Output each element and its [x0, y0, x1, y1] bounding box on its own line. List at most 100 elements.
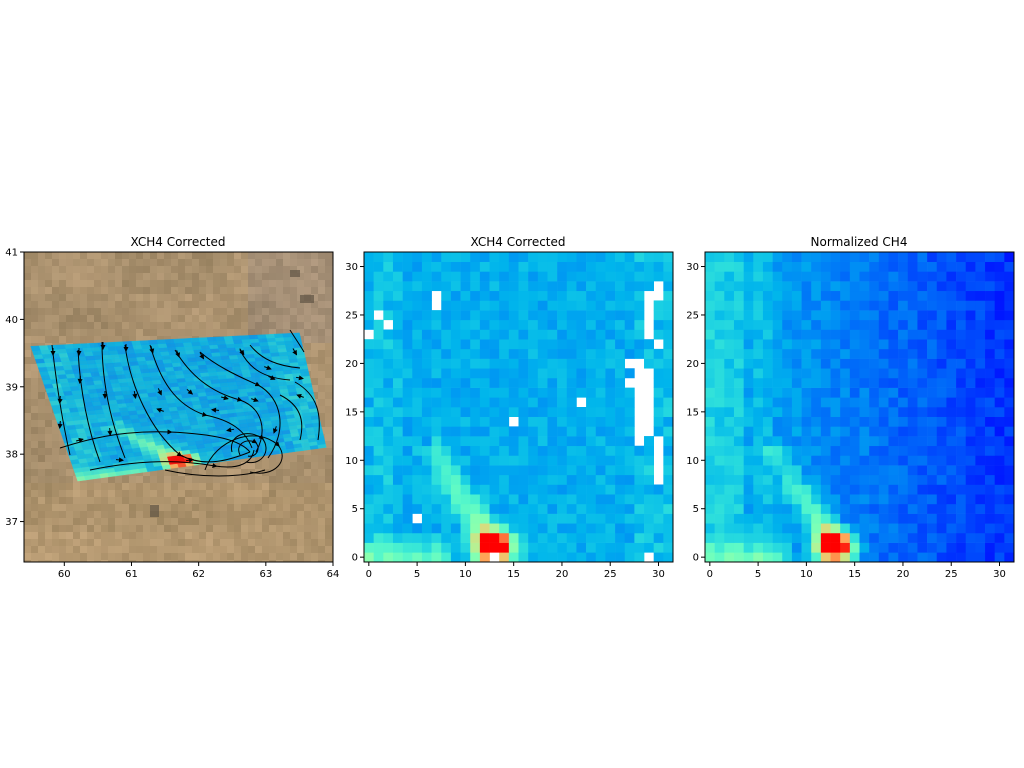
- swath-cell: [183, 345, 194, 351]
- heatmap-cell: [1004, 426, 1014, 437]
- background-tile: [199, 483, 207, 491]
- heatmap-cell: [869, 339, 880, 350]
- background-tile: [304, 462, 312, 470]
- swath-cell: [90, 371, 101, 377]
- background-tile: [115, 560, 123, 562]
- background-tile: [311, 336, 319, 344]
- background-tile: [59, 280, 67, 288]
- background-tile: [164, 525, 172, 533]
- heatmap-cell: [450, 484, 461, 495]
- heatmap-cell: [888, 523, 899, 534]
- background-tile: [38, 553, 46, 561]
- heatmap-cell: [595, 290, 606, 301]
- heatmap-cell: [927, 339, 938, 350]
- background-tile: [150, 322, 158, 330]
- background-tile: [73, 287, 81, 295]
- swath-cell: [43, 357, 54, 363]
- background-tile: [206, 294, 214, 302]
- panel-1-frame: [23, 251, 334, 563]
- heatmap-cell: [663, 416, 673, 427]
- background-tile: [45, 483, 53, 491]
- background-tile: [31, 315, 39, 323]
- heatmap-cell: [489, 329, 500, 340]
- heatmap-cell: [595, 407, 606, 417]
- heatmap-cell: [479, 348, 490, 359]
- background-tile: [213, 301, 221, 309]
- heatmap-cell: [985, 465, 995, 476]
- heatmap-cell: [537, 252, 548, 262]
- background-tile: [52, 420, 60, 428]
- heatmap-cell: [724, 532, 735, 543]
- x-tick-label: 30: [652, 569, 665, 580]
- background-tile: [227, 266, 235, 274]
- swath-cell: [241, 338, 252, 344]
- background-tile: [66, 497, 74, 505]
- background-tile: [108, 280, 116, 288]
- background-tile: [122, 553, 130, 561]
- background-tile: [59, 308, 67, 316]
- heatmap-cell: [412, 368, 423, 379]
- heatmap-cell: [595, 542, 606, 553]
- heatmap-cell: [946, 329, 957, 340]
- heatmap-cell: [431, 310, 442, 321]
- heatmap-cell: [402, 465, 413, 476]
- heatmap-cell: [615, 426, 626, 437]
- background-tile: [52, 511, 60, 519]
- background-tile: [80, 560, 88, 562]
- heatmap-cell: [994, 455, 1005, 466]
- background-tile: [129, 329, 137, 337]
- heatmap-cell: [441, 484, 452, 495]
- heatmap-cell: [441, 358, 452, 369]
- heatmap-cell: [383, 261, 394, 272]
- swath-cell: [157, 343, 168, 349]
- heatmap-cell: [566, 552, 577, 562]
- heatmap-cell: [820, 319, 831, 330]
- background-tile: [157, 504, 165, 512]
- heatmap-cell: [595, 523, 606, 534]
- heatmap-cell: [557, 290, 568, 301]
- heatmap-cell: [724, 523, 735, 534]
- swath-cell: [249, 338, 260, 344]
- heatmap-cell: [791, 532, 802, 543]
- swath-cell: [163, 362, 174, 368]
- background-tile: [87, 476, 95, 484]
- heatmap-cell: [936, 416, 947, 427]
- streamline: [124, 344, 251, 463]
- heatmap-cell: [450, 252, 461, 262]
- heatmap-cell: [811, 474, 822, 485]
- heatmap-cell: [528, 455, 539, 466]
- background-tile: [171, 315, 179, 323]
- heatmap-cell: [421, 416, 432, 427]
- heatmap-cell: [782, 358, 793, 369]
- background-tile: [143, 294, 151, 302]
- x-tick-label: 20: [556, 569, 569, 580]
- background-tile: [24, 441, 32, 449]
- background-tile: [94, 301, 102, 309]
- swath-cell: [84, 355, 96, 361]
- heatmap-cell: [917, 436, 928, 447]
- heatmap-cell: [907, 542, 918, 553]
- background-tile: [185, 294, 193, 302]
- heatmap-cell: [431, 552, 442, 562]
- background-tile: [157, 301, 165, 309]
- heatmap-cell: [557, 474, 568, 485]
- heatmap-cell: [595, 465, 606, 476]
- heatmap-cell: [364, 542, 374, 553]
- background-tile: [206, 280, 214, 288]
- heatmap-cell: [624, 329, 635, 340]
- swath-cell: [87, 363, 98, 369]
- heatmap-cell: [782, 416, 793, 427]
- background-tile: [31, 441, 39, 449]
- heatmap-cell: [956, 474, 967, 485]
- swath-cell: [134, 352, 145, 358]
- heatmap-cell: [705, 348, 715, 359]
- background-tile: [164, 553, 172, 561]
- heatmap-cell: [392, 503, 403, 514]
- swath-cell: [95, 387, 106, 394]
- background-tile: [38, 259, 46, 267]
- heatmap-cell: [470, 281, 481, 292]
- background-tile: [108, 476, 116, 484]
- swath-cell: [69, 385, 80, 392]
- background-tile: [318, 462, 326, 470]
- background-tile: [45, 406, 53, 414]
